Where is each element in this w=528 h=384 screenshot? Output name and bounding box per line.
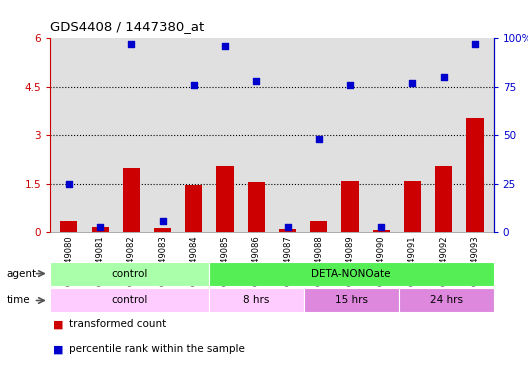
Bar <box>404 180 421 232</box>
Point <box>190 82 198 88</box>
Bar <box>248 182 265 232</box>
Bar <box>466 118 484 232</box>
Point <box>252 78 260 84</box>
Text: 8 hrs: 8 hrs <box>243 295 269 306</box>
Point <box>127 41 136 47</box>
Bar <box>209 262 494 286</box>
Bar <box>304 288 399 313</box>
Bar <box>279 229 296 232</box>
Text: DETA-NONOate: DETA-NONOate <box>312 268 391 279</box>
Point <box>158 218 167 224</box>
Text: transformed count: transformed count <box>69 319 166 329</box>
Point <box>96 223 105 230</box>
Bar <box>342 180 359 232</box>
Bar <box>154 228 171 232</box>
Bar <box>60 221 78 232</box>
Text: percentile rank within the sample: percentile rank within the sample <box>69 344 244 354</box>
Text: agent: agent <box>6 269 36 279</box>
Bar <box>123 168 140 232</box>
Text: GDS4408 / 1447380_at: GDS4408 / 1447380_at <box>50 20 204 33</box>
Point <box>315 136 323 142</box>
Point <box>64 181 73 187</box>
Bar <box>50 262 209 286</box>
Point <box>377 223 385 230</box>
Bar <box>209 288 304 313</box>
Point <box>284 223 292 230</box>
Bar <box>216 166 234 232</box>
Text: 24 hrs: 24 hrs <box>430 295 463 306</box>
Bar <box>50 288 209 313</box>
Point <box>221 43 229 49</box>
Point <box>408 80 417 86</box>
Point <box>471 41 479 47</box>
Text: ■: ■ <box>53 319 63 329</box>
Bar <box>435 166 452 232</box>
Text: control: control <box>111 268 147 279</box>
Bar <box>310 221 327 232</box>
Text: 15 hrs: 15 hrs <box>335 295 367 306</box>
Text: ■: ■ <box>53 344 63 354</box>
Bar <box>373 230 390 232</box>
Point <box>346 82 354 88</box>
Bar <box>185 185 202 232</box>
Bar <box>399 288 494 313</box>
Point <box>439 74 448 80</box>
Text: time: time <box>6 295 30 305</box>
Bar <box>91 227 109 232</box>
Text: control: control <box>111 295 147 306</box>
